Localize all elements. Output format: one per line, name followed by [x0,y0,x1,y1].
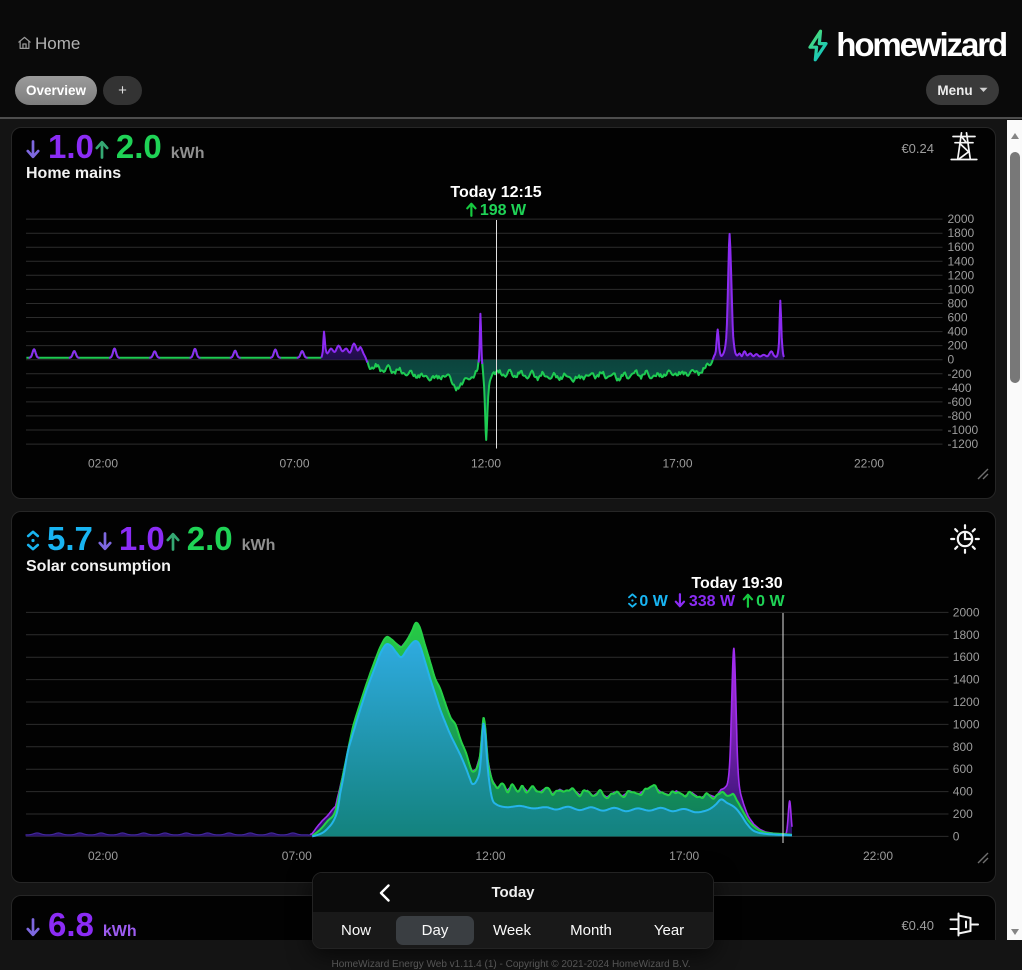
svg-text:800: 800 [953,740,973,754]
svg-text:200: 200 [948,339,968,353]
svg-text:1800: 1800 [953,628,980,642]
svg-text:200: 200 [953,807,973,821]
svg-text:-800: -800 [948,409,972,423]
svg-text:0: 0 [953,829,960,843]
svg-text:02:00: 02:00 [88,849,118,863]
svg-text:2000: 2000 [953,605,980,619]
svg-text:1200: 1200 [953,695,980,709]
svg-text:-400: -400 [948,381,972,395]
svg-text:1200: 1200 [948,268,975,282]
svg-text:1600: 1600 [953,650,980,664]
svg-text:800: 800 [948,297,968,311]
svg-text:07:00: 07:00 [282,849,312,863]
svg-text:-200: -200 [948,367,972,381]
svg-text:17:00: 17:00 [662,457,692,471]
svg-text:600: 600 [953,762,973,776]
svg-text:12:00: 12:00 [475,849,505,863]
svg-text:400: 400 [953,785,973,799]
svg-text:1800: 1800 [948,226,975,240]
svg-text:02:00: 02:00 [88,457,118,471]
svg-text:1400: 1400 [948,254,975,268]
svg-text:2000: 2000 [948,212,975,226]
svg-text:1600: 1600 [948,240,975,254]
svg-text:12:00: 12:00 [471,457,501,471]
svg-text:-1200: -1200 [948,437,979,451]
svg-text:-1000: -1000 [948,423,979,437]
svg-text:-600: -600 [948,395,972,409]
svg-text:22:00: 22:00 [863,849,893,863]
svg-text:1000: 1000 [953,717,980,731]
svg-text:0: 0 [948,353,955,367]
svg-text:1000: 1000 [948,282,975,296]
svg-text:400: 400 [948,325,968,339]
svg-text:17:00: 17:00 [669,849,699,863]
svg-text:22:00: 22:00 [854,457,884,471]
svg-text:1400: 1400 [953,673,980,687]
svg-text:07:00: 07:00 [279,457,309,471]
svg-text:600: 600 [948,311,968,325]
